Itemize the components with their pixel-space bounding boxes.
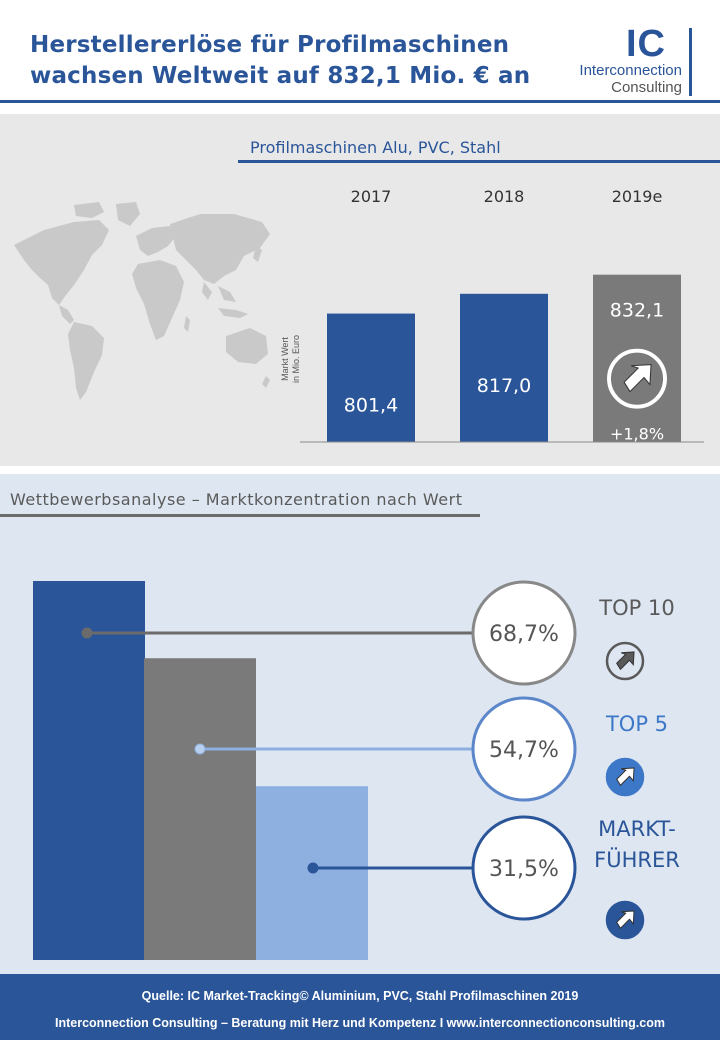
bar-rect: [33, 581, 145, 960]
logo-text-line-2: Consulting: [611, 79, 682, 96]
category-label-line: MARKT-: [598, 817, 676, 841]
footer: Quelle: IC Market-Tracking© Aluminium, P…: [0, 974, 720, 1040]
bar-rect: [144, 658, 256, 960]
leader-2: 31,5% MARKT- FÜHRER: [307, 815, 680, 940]
market-value-title-rule: [238, 160, 720, 163]
category-label: 2017: [351, 187, 392, 206]
footer-source: Quelle: IC Market-Tracking© Aluminium, P…: [141, 989, 579, 1003]
world-map-icon: [14, 202, 270, 400]
category-label-line: FÜHRER: [594, 847, 680, 872]
market-value-chart-title: Profilmaschinen Alu, PVC, Stahl: [250, 138, 501, 157]
y-axis-label-line: Markt Wert: [280, 337, 290, 381]
market-value-bar-2019e: 2019e 832,1 +1,8%: [593, 187, 681, 444]
value-label: 832,1: [610, 300, 664, 322]
logo-bar: [689, 28, 692, 96]
value-circle: [471, 815, 577, 921]
category-label-line: TOP 5: [605, 712, 668, 736]
footer-company-info: Interconnection Consulting – Beratung mi…: [55, 1016, 665, 1030]
competition-title-rule: [0, 514, 480, 517]
value-label: 817,0: [477, 375, 531, 397]
category-label: 2018: [484, 187, 525, 206]
concentration-leaders: 68,7% TOP 10 54,7% TOP 5 31,5% MARKT- FÜHRER: [81, 580, 680, 940]
category-label: TOP 5: [605, 712, 668, 736]
competition-chart-title: Wettbewerbsanalyse – Marktkonzentration …: [10, 490, 463, 509]
y-axis-label-text: Markt Wertin Mio. Euro: [280, 335, 301, 383]
logo-text-line-1: Interconnection: [579, 62, 682, 79]
concentration-bar-0: [33, 581, 145, 960]
market-value-bar-2017: 2017 801,4: [327, 187, 415, 442]
growth-label: +1,8%: [610, 425, 664, 444]
leader-dot: [307, 862, 319, 874]
leader-1: 54,7% TOP 5: [194, 696, 668, 802]
value-label: 31,5%: [489, 857, 559, 882]
value-label: 68,7%: [489, 622, 559, 647]
market-concentration-chart: 68,7% TOP 10 54,7% TOP 5 31,5% MARKT- FÜHRER: [33, 580, 680, 960]
category-label: TOP 10: [598, 596, 674, 620]
category-label: 2019e: [612, 187, 663, 206]
competition-panel: Wettbewerbsanalyse – Marktkonzentration …: [0, 474, 720, 974]
market-value-y-axis-label: Markt Wertin Mio. Euro: [280, 335, 301, 383]
concentration-bar-1: [144, 658, 256, 960]
concentration-bars: [33, 581, 368, 960]
page-title-line-1: Herstellererlöse für Profilmaschinen: [30, 32, 510, 58]
value-circle: [471, 696, 577, 802]
bar-rect: [460, 293, 548, 442]
header-divider: [0, 100, 720, 103]
market-value-chart: Markt Wertin Mio. Euro 2017 801,4 2018 817,…: [280, 187, 704, 444]
leader-dot: [81, 627, 93, 639]
page-title: Herstellererlöse für Profilmaschinen wac…: [30, 30, 530, 92]
category-label: MARKT- FÜHRER: [594, 817, 680, 872]
arrow-up-right-circle-icon: [605, 757, 645, 797]
header: Herstellererlöse für Profilmaschinen wac…: [0, 0, 720, 104]
bar-rect: [327, 313, 415, 442]
value-label: 54,7%: [489, 738, 559, 763]
y-axis-label-line: in Mio. Euro: [291, 335, 301, 383]
company-logo: IC Interconnection Consulting: [556, 23, 696, 98]
page-title-line-2: wachsen Weltweit auf 832,1 Mio. € an: [30, 63, 531, 89]
category-label-line: TOP 10: [598, 596, 674, 620]
arrow-up-right-circle-icon: [605, 900, 645, 940]
market-value-bars: 2017 801,4 2018 817,0 2019e 832,1 +1,8%: [327, 187, 681, 444]
market-value-panel: Profilmaschinen Alu, PVC, Stahl Markt We…: [0, 114, 720, 466]
logo-mark: IC: [626, 23, 666, 65]
value-label: 801,4: [344, 395, 398, 417]
arrow-up-right-circle-icon: [605, 641, 645, 681]
leader-dot: [194, 743, 206, 755]
value-circle: [471, 580, 577, 686]
bar-rect: [593, 274, 681, 442]
arrow-up-right-circle-icon: [607, 348, 667, 409]
market-value-bar-2018: 2018 817,0: [460, 187, 548, 442]
leader-0: 68,7% TOP 10: [81, 580, 675, 686]
